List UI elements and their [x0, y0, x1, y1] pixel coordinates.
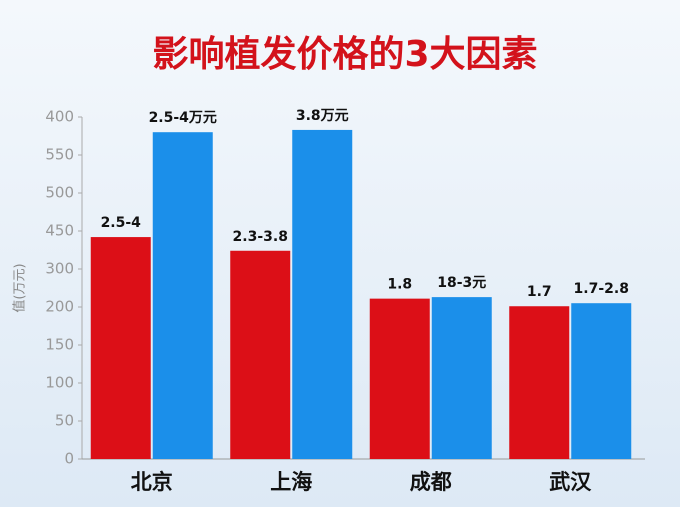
y-tick-label: 400	[45, 108, 74, 126]
y-tick-label: 550	[45, 146, 74, 164]
x-tick-label: 北京	[131, 470, 173, 494]
y-tick-label: 300	[45, 260, 74, 278]
y-tick-label: 50	[55, 412, 74, 430]
x-tick-label: 上海	[270, 470, 312, 494]
y-tick-label: 450	[45, 222, 74, 240]
y-tick-label: 100	[45, 374, 74, 392]
bar-annotation: 18-3元	[437, 275, 486, 291]
bar	[230, 250, 291, 459]
bar-annotation: 2.5-4万元	[149, 110, 217, 126]
y-axis-label: 值(万元)	[12, 263, 28, 312]
x-tick-label: 武汉	[549, 470, 592, 494]
bar	[292, 129, 353, 460]
y-tick-label: 0	[64, 450, 74, 468]
bar-annotation: 2.3-3.8	[233, 229, 288, 245]
bar	[571, 303, 632, 459]
bar	[509, 306, 570, 459]
bar-annotation: 1.7-2.8	[574, 281, 629, 297]
chart-title: 影响植发价格的3大因素	[152, 34, 537, 75]
y-tick-label: 200	[45, 298, 74, 316]
bar-annotation: 3.8万元	[296, 108, 349, 124]
bar	[152, 132, 213, 459]
bar-annotation: 2.5-4	[101, 215, 142, 231]
bar-annotation: 1.7	[527, 284, 552, 300]
bar	[369, 298, 430, 459]
y-tick-label: 500	[45, 184, 74, 202]
bar	[90, 237, 151, 459]
bar-annotation: 1.8	[387, 277, 412, 293]
y-tick-label: 150	[45, 336, 74, 354]
x-tick-label: 成都	[410, 470, 452, 494]
bar	[431, 297, 492, 459]
